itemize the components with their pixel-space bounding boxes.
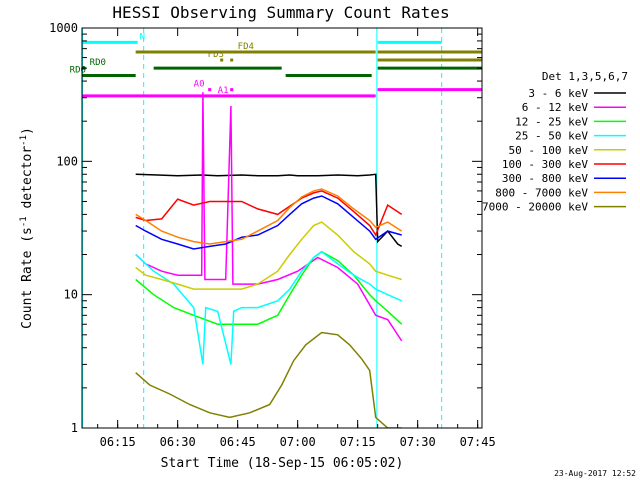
- y-label-sup1: -1: [19, 216, 29, 227]
- flag-label-7: A1: [218, 86, 229, 96]
- y-tick-label-0: 1: [71, 421, 78, 435]
- y-label-end: ): [20, 127, 35, 135]
- legend-label-6: 300 - 800 keV: [502, 172, 588, 185]
- y-axis: 1 10 100 1000: [49, 21, 482, 435]
- x-tick-label-1: 06:30: [160, 435, 196, 449]
- flag-dot-2: [208, 88, 212, 92]
- legend-title: Det 1,3,5,6,7: [542, 70, 628, 83]
- legend-label-7: 800 - 7000 keV: [495, 186, 588, 199]
- legend-label-0: 3 - 6 keV: [528, 87, 588, 100]
- x-tick-label-5: 07:30: [400, 435, 436, 449]
- flag-label-2: FD4: [238, 42, 254, 52]
- series-line-6: [135, 195, 402, 250]
- x-tick-label-4: 07:15: [340, 435, 376, 449]
- timestamp-stamp: 23-Aug-2017 12:52: [554, 469, 636, 478]
- x-axis-label: Start Time (18-Sep-15 06:05:02): [161, 456, 404, 471]
- flag-label-6: A0: [194, 80, 205, 90]
- legend-label-4: 50 - 100 keV: [509, 144, 589, 157]
- series-line-7: [135, 188, 403, 245]
- legend-label-2: 12 - 25 keV: [515, 115, 588, 128]
- legend-label-1: 6 - 12 keV: [522, 101, 589, 114]
- y-label-mid: detector: [20, 146, 35, 217]
- legend-label-5: 100 - 300 keV: [502, 158, 588, 171]
- x-axis: 06:15 06:30 06:45 07:00 07:15 07:30 07:45: [97, 28, 496, 449]
- flag-dot-1: [230, 58, 234, 62]
- flag-label-3: FD3: [208, 50, 224, 60]
- y-label-sup2: -1: [19, 135, 29, 146]
- series-line-4: [135, 221, 402, 290]
- y-tick-label-2: 100: [56, 154, 78, 168]
- y-tick-label-1: 10: [64, 288, 78, 302]
- flag-label-4: RD0: [90, 58, 106, 68]
- flag-dot-0: [220, 58, 224, 62]
- y-axis-label: Count Rate (s-1 detector-1): [19, 127, 35, 329]
- chart-title: HESSI Observing Summary Count Rates: [112, 3, 449, 22]
- x-tick-label-2: 06:45: [220, 435, 256, 449]
- x-tick-label-0: 06:15: [100, 435, 136, 449]
- series-line-0: [135, 173, 403, 248]
- plot-content: [82, 28, 482, 428]
- legend-label-3: 25 - 50 keV: [515, 130, 588, 143]
- plot-area: N FD4 FD3 RD0 RD6 A0 A1: [70, 28, 482, 428]
- series-line-5: [135, 190, 403, 237]
- flag-dot-3: [230, 88, 234, 92]
- plot-frame: [81, 27, 483, 429]
- x-tick-label-3: 07:00: [280, 435, 316, 449]
- y-label-main: Count Rate (s: [20, 227, 35, 329]
- series-line-8: [135, 331, 402, 428]
- flag-label-1: N: [140, 32, 145, 42]
- series-line-2: [135, 250, 403, 325]
- flag-label-5: RD6: [70, 66, 86, 76]
- y-tick-label-3: 1000: [49, 21, 78, 35]
- legend-label-8: 7000 - 20000 keV: [482, 201, 588, 214]
- series-line-1: [135, 92, 403, 342]
- x-tick-label-6: 07:45: [460, 435, 496, 449]
- series-line-3: [135, 250, 402, 365]
